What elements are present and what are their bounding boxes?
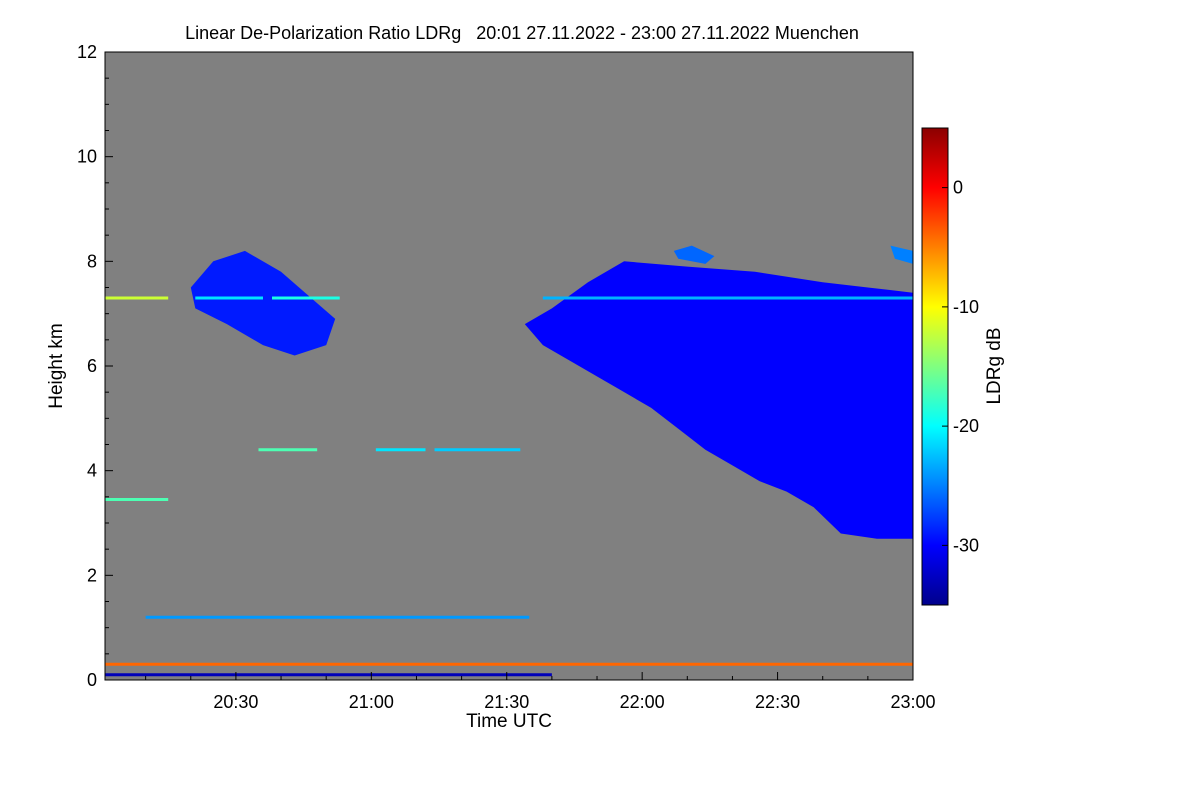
cirrus-layer-1 xyxy=(190,250,336,356)
y-tick-label: 2 xyxy=(87,565,97,585)
y-tick-label: 12 xyxy=(77,42,97,62)
x-tick-label: 22:30 xyxy=(755,692,800,712)
colorbar-label: LDRg dB xyxy=(984,327,1005,404)
colorbar-tick-label: 0 xyxy=(953,178,963,198)
colorbar-tick-label: -20 xyxy=(953,416,979,436)
x-tick-label: 20:30 xyxy=(213,692,258,712)
x-tick-label: 23:00 xyxy=(890,692,935,712)
small-cloud-patch xyxy=(673,245,715,264)
aerosol-layers xyxy=(105,296,913,677)
colorbar-tick-label: -10 xyxy=(953,297,979,317)
y-tick-label: 8 xyxy=(87,251,97,271)
y-tick-label: 10 xyxy=(77,147,97,167)
x-axis: 20:30 21:00 21:30 22:00 22:30 23:00 xyxy=(145,672,936,712)
colorbar-tick-label: -30 xyxy=(953,535,979,555)
x-tick-label: 21:30 xyxy=(484,692,529,712)
x-tick-label: 22:00 xyxy=(620,692,665,712)
y-tick-label: 0 xyxy=(87,670,97,690)
y-axis-label: Height km xyxy=(46,323,67,409)
chart-title: Linear De-Polarization Ratio LDRg 20:01 … xyxy=(185,23,859,43)
y-tick-label: 4 xyxy=(87,461,97,481)
y-axis: 0 2 4 6 8 10 12 xyxy=(77,42,113,690)
cirrus-layer-2 xyxy=(524,261,913,539)
upper-right-patch xyxy=(890,245,913,264)
cloud-features xyxy=(190,245,913,539)
colorbar xyxy=(921,127,949,606)
colorbar-ticks: 0 -10 -20 -30 xyxy=(942,178,979,555)
y-tick-label: 6 xyxy=(87,356,97,376)
x-axis-label: Time UTC xyxy=(466,711,552,732)
x-tick-label: 21:00 xyxy=(349,692,394,712)
